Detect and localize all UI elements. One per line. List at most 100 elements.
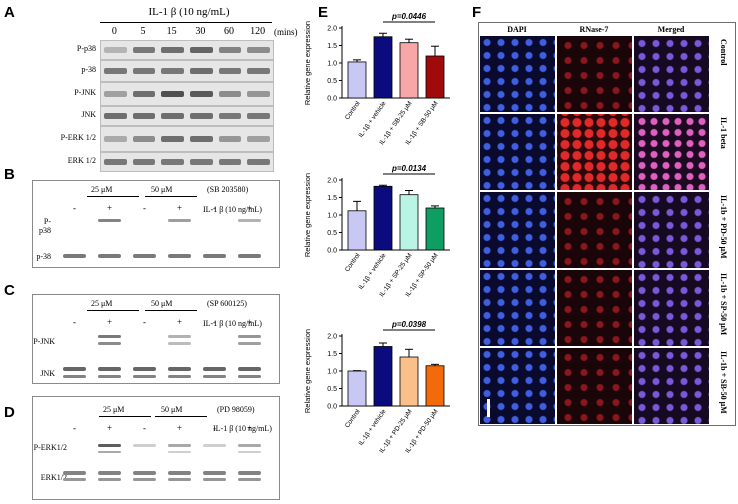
blot-band: [98, 444, 121, 447]
merged-image: [633, 269, 710, 347]
rnase7-image: [556, 347, 633, 425]
panel-d-row1-label: P-ERK1/2: [33, 443, 67, 452]
blot-strip: [100, 82, 274, 106]
blot-band: [98, 471, 121, 475]
blot-band: [247, 68, 270, 74]
y-tick-label: 2.0: [327, 178, 337, 185]
panel-a-row-label: P-p38: [76, 44, 96, 53]
panel-c-frame: 25 μM 50 μM (SP 600125) IL-1 β (10 ng/mL…: [32, 294, 280, 384]
dapi-image: [479, 269, 556, 347]
y-tick-label: 1.0: [327, 369, 337, 376]
time-label: 0: [111, 26, 117, 37]
y-tick-label: 0.0: [327, 248, 337, 255]
panel-c-row2-label: JNK: [40, 369, 55, 378]
blot-band: [238, 367, 261, 371]
blot-band: [238, 219, 261, 222]
blot-band: [168, 335, 191, 338]
panel-label-b: B: [4, 166, 15, 183]
blot-strip: [100, 40, 274, 60]
merged-image: [633, 35, 710, 113]
blot-band: [133, 375, 156, 378]
blot-band: [63, 367, 86, 371]
dapi-image: [479, 347, 556, 425]
panel-a-treatment: IL-1 β (10 ng/mL): [148, 6, 230, 18]
blot-band: [104, 136, 127, 142]
x-category-label: IL-1β + vehicle: [357, 408, 387, 447]
panel-c-inhibitor: (SP 600125): [207, 299, 247, 308]
lane-sign: +: [246, 203, 253, 213]
blot-band: [132, 136, 156, 142]
panel-f-col-dapi: DAPI: [507, 25, 527, 34]
panel-f-row-label: IL-1b + SB-50 μM: [719, 351, 728, 414]
blot-band: [218, 113, 242, 119]
blot-band: [161, 91, 184, 97]
lane-sign: -: [73, 317, 76, 327]
panel-f-row-label: IL-1b + PD-50 μM: [719, 195, 728, 259]
blot-band: [190, 47, 213, 53]
panel-c-conc1: 25 μM: [91, 299, 113, 308]
y-tick-label: 1.0: [327, 213, 337, 220]
bar: [347, 210, 367, 251]
blot-band: [203, 478, 226, 481]
panel-a-bracket: [100, 22, 272, 23]
y-tick-label: 0.5: [327, 78, 337, 85]
rnase7-image: [556, 113, 633, 191]
panel-label-c: C: [4, 282, 15, 299]
merged-image: [633, 191, 710, 269]
blot-band: [238, 451, 261, 453]
y-tick-label: 0.5: [327, 230, 337, 237]
lane-sign: +: [176, 423, 183, 433]
lane-sign: -: [213, 317, 216, 327]
bar: [425, 365, 445, 407]
panel-c-conc2: 50 μM: [151, 299, 173, 308]
blot-band: [98, 367, 121, 371]
x-category-label: Control: [344, 408, 362, 430]
panel-label-a: A: [4, 4, 15, 21]
blot-band: [190, 136, 213, 142]
blot-band: [168, 219, 191, 222]
panel-d-line2: [155, 416, 207, 417]
blot-band: [98, 478, 121, 481]
panel-b-row1-label: P-p38: [39, 217, 51, 235]
p-value-annotation: p=0.0446: [391, 12, 427, 21]
blot-band: [98, 254, 121, 258]
blot-band: [161, 47, 184, 53]
p-value-annotation: p=0.0398: [391, 320, 427, 329]
panel-label-f: F: [472, 4, 482, 21]
blot-band: [238, 254, 261, 258]
blot-band: [133, 254, 156, 258]
blot-band: [238, 375, 261, 378]
panel-b-frame: 25 μM 50 μM (SB 203580) IL-1 β (10 ng/mL…: [32, 180, 280, 268]
blot-band: [104, 68, 127, 74]
p-value-annotation: p=0.0134: [391, 164, 427, 173]
blot-band: [63, 478, 86, 481]
blot-band: [168, 444, 191, 447]
lane-sign: -: [143, 423, 146, 433]
lane-sign: -: [73, 423, 76, 433]
x-category-label: Control: [344, 252, 362, 274]
blot-strip: [100, 126, 274, 152]
panel-b-row2-label: p-38: [36, 252, 51, 261]
x-category-label: Control: [344, 100, 362, 122]
blot-band: [190, 159, 213, 165]
panel-a-row-label: p-38: [81, 65, 96, 74]
blot-band: [190, 113, 213, 119]
rnase7-image: [556, 269, 633, 347]
blot-band: [132, 113, 156, 119]
y-tick-label: 0.0: [327, 96, 337, 103]
panel-c-line2: [145, 310, 197, 311]
time-label: 30: [195, 26, 206, 37]
y-tick-label: 2.0: [327, 334, 337, 341]
blot-band: [98, 342, 121, 345]
bar: [399, 42, 419, 99]
blot-band: [190, 68, 213, 74]
y-axis-label: Relative gene expression: [303, 21, 312, 105]
panel-f-row-labels: Control IL-1 beta IL-1b + PD-50 μM IL-1b + …: [711, 35, 735, 425]
blot-band: [133, 444, 156, 447]
y-tick-label: 1.5: [327, 43, 337, 50]
blot-band: [238, 335, 261, 338]
panel-f-row-label: Control: [719, 39, 728, 66]
panel-a-row-label: P-JNK: [74, 88, 96, 97]
lane-sign: -: [73, 203, 76, 213]
y-axis-label: Relative gene expression: [303, 173, 312, 257]
